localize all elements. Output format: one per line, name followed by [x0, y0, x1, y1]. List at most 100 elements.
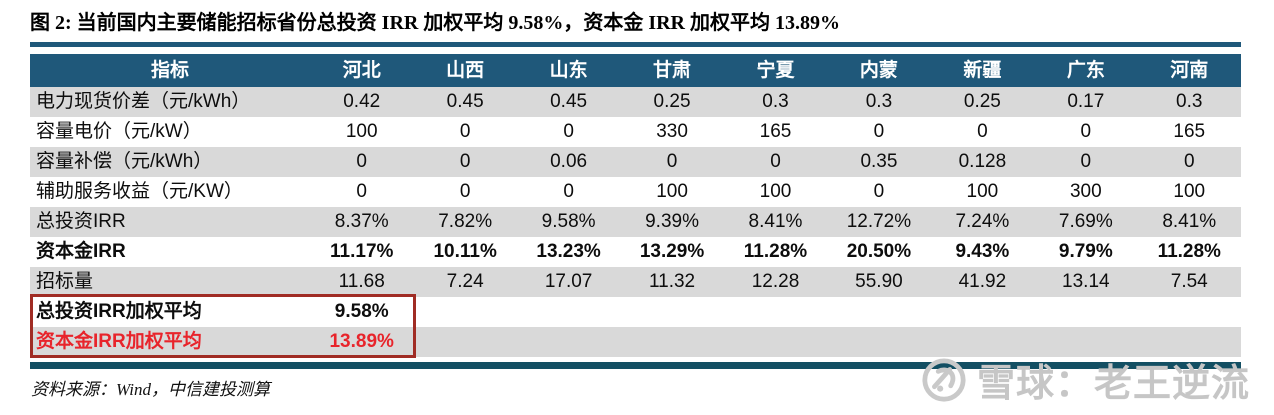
column-header: 内蒙 [859, 60, 898, 81]
table-cell [413, 327, 516, 357]
table-cell [827, 327, 930, 357]
table-cell: 9.39% [645, 211, 699, 232]
table-cell: 0 [356, 181, 367, 202]
title-rule [30, 42, 1241, 47]
table-cell: 11.17% [330, 241, 394, 262]
table-cell: 300 [1069, 181, 1102, 202]
row-label: 容量补偿（元/kWh） [36, 151, 213, 172]
table-header-row: 指标 河北 山西 山东 甘肃 宁夏 内蒙 新疆 广东 河南 [30, 54, 1241, 87]
table-cell: 0 [770, 151, 781, 172]
source-note: 资料来源：Wind，中信建投测算 [31, 380, 270, 399]
table-cell: 165 [759, 121, 792, 142]
table-cell: 0 [977, 121, 988, 142]
row-label: 资本金IRR [36, 241, 126, 262]
table-row: 容量补偿（元/kWh） 0 0 0.06 0 0 0.35 0.128 0 0 [30, 147, 1241, 177]
table-cell [724, 327, 827, 357]
table-cell: 13.89% [329, 331, 394, 352]
xueqiu-logo-icon [922, 357, 966, 402]
table-cell: 100 [759, 181, 792, 202]
table-cell: 11.28% [1157, 241, 1221, 262]
table-cell: 9.58% [334, 301, 389, 322]
figure-title: 图 2: 当前国内主要储能招标省份总投资 IRR 加权平均 9.58%，资本金 … [30, 12, 840, 34]
table-row: 总投资IRR 8.37% 7.82% 9.58% 9.39% 8.41% 12.72% 7.2… [30, 207, 1241, 237]
column-header: 甘肃 [653, 60, 692, 81]
column-header: 广东 [1066, 60, 1105, 81]
table-cell: 13.14 [1062, 271, 1110, 292]
row-label: 容量电价（元/kW） [36, 121, 202, 142]
table-cell: 100 [966, 181, 999, 202]
table-cell: 7.24 [446, 271, 484, 292]
watermark-text: 雪球：老王逆流 [977, 363, 1251, 405]
table-row: 电力现货价差（元/kWh） 0.42 0.45 0.45 0.25 0.3 0.3 0.25 0… [30, 87, 1241, 117]
table-cell: 0.17 [1067, 91, 1105, 112]
table-cell: 0 [459, 181, 471, 202]
table-cell: 0.3 [865, 91, 893, 112]
table-cell: 10.11% [433, 241, 497, 262]
table-cell: 7.82% [438, 211, 493, 232]
table-cell: 0 [356, 151, 367, 172]
table-cell: 0 [563, 181, 574, 202]
table-row: 辅助服务收益（元/KW） 0 0 0 100 100 0 100 300 100 [30, 177, 1241, 207]
table-cell: 0 [1080, 151, 1092, 172]
table-cell: 11.68 [338, 271, 385, 292]
table-cell: 0.3 [1176, 91, 1203, 112]
table-cell [1034, 297, 1137, 327]
table-cell: 12.72% [846, 211, 912, 232]
table-cell: 0 [1080, 121, 1092, 142]
table-cell: 11.32 [648, 271, 696, 292]
table-cell: 13.23% [536, 241, 601, 262]
table-cell [620, 297, 723, 327]
table-cell: 0 [563, 121, 574, 142]
table-cell: 0.42 [343, 91, 381, 112]
table-cell: 100 [1173, 181, 1206, 202]
column-header: 河北 [342, 60, 381, 81]
column-header: 河南 [1170, 60, 1209, 81]
table-body: 电力现货价差（元/kWh） 0.42 0.45 0.45 0.25 0.3 0.3 0.25 0… [30, 87, 1241, 357]
table-row: 总投资IRR加权平均 9.58% [30, 297, 1241, 327]
table-row: 资本金IRR加权平均 13.89% [30, 327, 1241, 357]
row-label: 总投资IRR [36, 211, 126, 232]
bottom-rule [30, 362, 1241, 369]
table-cell: 0.45 [550, 91, 588, 112]
table-cell: 0 [666, 151, 678, 172]
row-label: 辅助服务收益（元/KW） [36, 181, 243, 202]
table-cell: 0.25 [963, 91, 1001, 112]
table-row: 招标量 11.68 7.24 17.07 11.32 12.28 55.90 41.92 13.… [30, 267, 1241, 297]
table-cell: 100 [345, 121, 378, 142]
watermark: 雪球：老王逆流 [921, 352, 1250, 407]
table-cell: 8.37% [334, 211, 389, 232]
column-header: 山西 [446, 60, 485, 81]
row-label: 资本金IRR加权平均 [36, 331, 202, 352]
table-cell: 17.07 [544, 271, 593, 292]
table-cell: 0.25 [653, 91, 691, 112]
table-cell: 7.69% [1058, 211, 1113, 232]
data-table: 指标 河北 山西 山东 甘肃 宁夏 内蒙 新疆 广东 河南 电力现货价差（元/kWh） 0.42 0.… [30, 54, 1241, 357]
table-cell [517, 297, 620, 327]
table-row: 资本金IRR 11.17% 10.11% 13.23% 13.29% 11.28% 20.5… [30, 237, 1241, 267]
table-cell: 55.90 [855, 271, 903, 292]
table-cell: 8.41% [1162, 211, 1217, 232]
table-cell: 100 [656, 181, 688, 202]
table-cell: 0 [459, 121, 471, 142]
column-header: 新疆 [963, 60, 1002, 81]
table-cell: 0.128 [958, 151, 1007, 172]
table-cell: 0 [459, 151, 471, 172]
table-cell [517, 327, 620, 357]
table-cell: 41.92 [958, 271, 1007, 292]
table-cell: 12.28 [751, 271, 800, 292]
table-cell: 13.29% [639, 241, 705, 262]
table-cell [620, 327, 723, 357]
row-label: 总投资IRR加权平均 [36, 301, 202, 322]
table-cell [1138, 297, 1241, 327]
table-cell: 7.54 [1170, 271, 1208, 292]
table-cell: 330 [656, 121, 688, 142]
row-label: 电力现货价差（元/kWh） [36, 91, 251, 112]
column-header: 宁夏 [756, 60, 795, 81]
table-cell: 20.50% [846, 241, 912, 262]
table-cell: 0.3 [762, 91, 789, 112]
table-cell: 0 [873, 121, 885, 142]
table-cell: 0 [1183, 151, 1195, 172]
table-cell: 8.41% [748, 211, 803, 232]
table-cell [827, 297, 930, 327]
table-cell: 9.43% [955, 241, 1010, 262]
